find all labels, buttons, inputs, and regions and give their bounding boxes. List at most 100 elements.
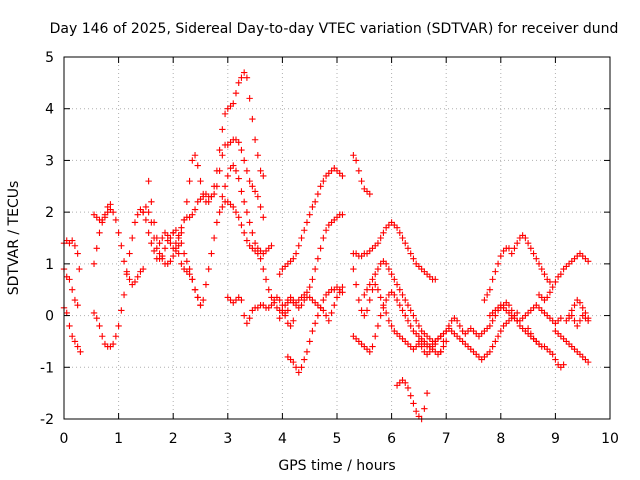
data-point [393,224,401,231]
data-point [254,193,262,200]
data-point [486,348,494,355]
data-point [150,219,158,226]
y-tick-label: 2 [45,205,54,221]
data-point [453,317,461,324]
data-point [361,312,368,319]
data-point [205,265,212,273]
data-point [191,206,199,213]
data-point [243,208,251,216]
data-point [497,252,504,260]
data-point [251,188,259,195]
y-tick-label: 0 [45,309,54,325]
data-point [584,258,592,265]
data-point [268,302,275,309]
data-point [494,333,502,340]
data-point [410,255,417,262]
data-point [260,265,267,273]
data-point [366,348,373,355]
data-point [290,317,297,324]
data-point [189,157,196,164]
data-point [333,294,341,301]
data-point [180,216,188,224]
data-point [126,250,133,257]
data-point [497,327,504,335]
data-point [396,302,403,309]
y-tick-label: 4 [45,102,54,118]
data-point [527,330,535,337]
data-point [175,234,182,242]
data-point [232,208,240,216]
y-tick-label: -2 [40,412,54,428]
data-point [118,242,125,249]
data-point [99,333,106,340]
data-point [483,291,491,299]
data-point [382,260,390,268]
data-point [372,281,379,288]
series-arc-24 [481,232,554,304]
data-point [202,281,210,288]
series-arc-12 [276,164,346,278]
data-point [120,258,128,265]
series-arc-25 [486,302,565,327]
x-tick-label: 10 [601,431,619,447]
data-point [216,146,223,154]
data-point [249,229,256,237]
data-point [219,193,226,200]
data-point [66,276,73,283]
data-point [276,314,283,322]
data-point [170,229,177,237]
data-point [355,167,363,174]
data-point [522,234,529,242]
data-point [257,203,264,211]
data-point [139,265,147,273]
data-point [423,389,431,397]
data-point [238,188,245,195]
data-point [366,190,373,198]
data-point [432,276,439,283]
data-point [508,250,515,257]
data-point [317,245,324,252]
data-point [99,219,106,226]
data-point [535,260,543,268]
y-axis-label: SDTVAR / TECUs [6,181,22,296]
data-point [301,356,308,363]
data-point [374,286,382,293]
data-point [541,271,548,278]
data-point [139,208,147,216]
x-axis-label: GPS time / hours [278,458,395,474]
data-point [415,322,423,330]
data-point [134,211,141,218]
data-point [74,302,81,309]
data-point [320,307,327,314]
data-point [175,250,182,257]
data-point [183,198,191,205]
data-point [101,214,109,221]
data-point [306,283,313,291]
data-point [112,333,120,340]
data-point [571,317,578,324]
data-point [382,296,390,304]
data-point [391,276,398,283]
chart-title: Day 146 of 2025, Sidereal Day-to-day VTE… [50,21,619,37]
data-point [489,276,496,283]
data-point [235,214,242,221]
data-point [388,322,395,330]
data-point [331,302,338,309]
x-tick-label: 1 [114,431,123,447]
data-point [350,152,357,159]
data-point [66,322,73,330]
data-point [410,400,417,407]
data-point [77,348,84,355]
data-point [306,211,313,218]
data-point [402,296,409,304]
data-point [243,237,251,244]
data-point [246,314,253,322]
series-arc-10 [219,162,275,257]
data-point [172,239,180,247]
data-point [377,234,384,242]
data-point [372,333,379,340]
data-point [189,211,196,218]
x-tick-label: 0 [60,431,69,447]
data-point [309,203,316,211]
data-point [560,361,567,368]
